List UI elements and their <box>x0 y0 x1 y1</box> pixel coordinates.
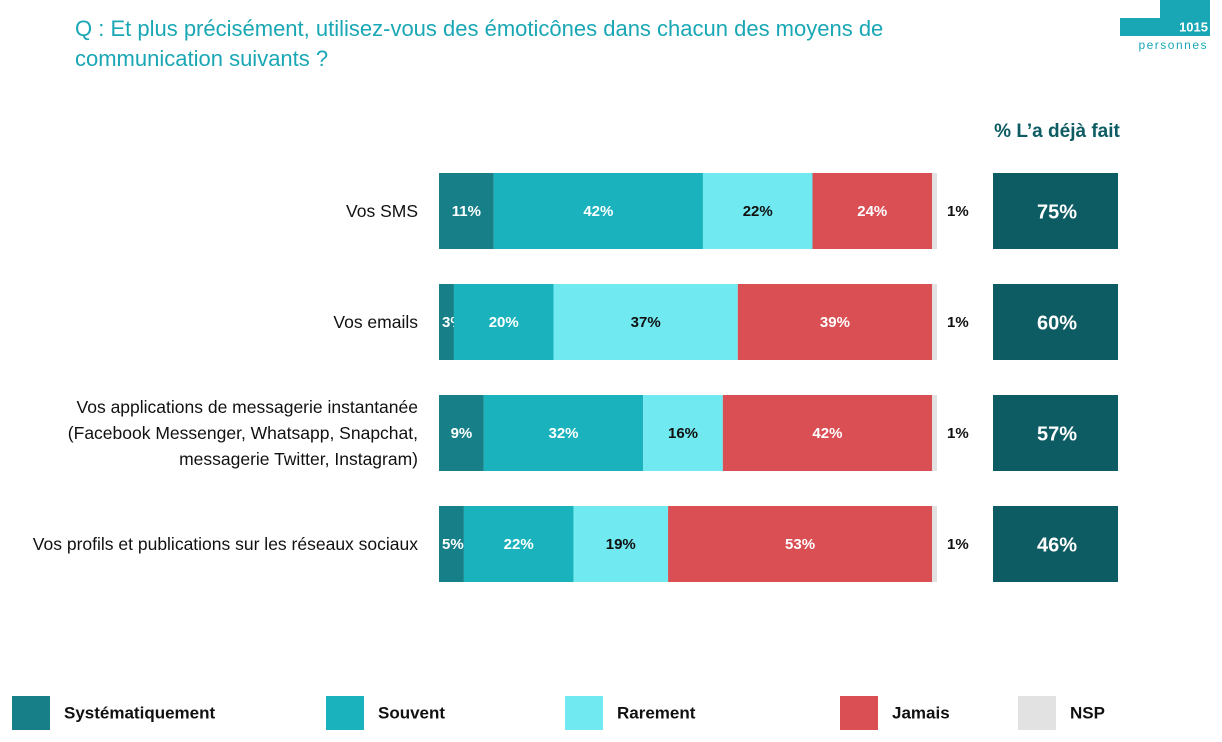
value-label: 42% <box>812 425 842 442</box>
legend-swatch <box>840 696 878 730</box>
value-label: 1% <box>947 425 969 442</box>
value-label: 37% <box>631 314 661 331</box>
value-label: 32% <box>548 425 578 442</box>
bar-segment <box>553 284 738 360</box>
bar-segment <box>722 395 933 471</box>
value-label: 11% <box>452 203 481 220</box>
bar-segment <box>573 506 669 582</box>
value-label: 16% <box>668 425 698 442</box>
side-title: % L’a déjà fait <box>994 121 1120 142</box>
legend-label: Rarement <box>617 703 696 722</box>
legend-swatch <box>565 696 603 730</box>
value-label: 53% <box>785 536 815 553</box>
category-label: Vos profils et publications sur les rése… <box>32 534 418 554</box>
legend-label: Systématiquement <box>64 703 215 722</box>
side-label: 57% <box>1037 423 1077 445</box>
side-box <box>993 173 1118 249</box>
bar-segment <box>643 395 723 471</box>
side-box <box>993 284 1118 360</box>
bar-segment <box>932 395 937 471</box>
bar-segment <box>439 506 464 582</box>
category-label: Vos SMS <box>346 201 418 221</box>
chart-title: Q : Et plus précisément, utilisez-vous d… <box>75 16 884 71</box>
side-label: 60% <box>1037 312 1077 334</box>
value-label: 20% <box>489 314 519 331</box>
value-label: 1% <box>947 314 969 331</box>
side-box <box>993 395 1118 471</box>
bar-segment <box>439 284 454 360</box>
bar-segment <box>463 506 574 582</box>
bar-segment <box>702 173 813 249</box>
bar-segment <box>439 395 484 471</box>
badge-unit: personnes <box>1138 38 1208 52</box>
bar-segment <box>483 395 644 471</box>
value-label: 9% <box>451 425 473 442</box>
value-label: 1% <box>947 536 969 553</box>
category-label: Vos emails <box>333 312 418 332</box>
bar-segment <box>932 506 937 582</box>
bar-segment <box>493 173 703 249</box>
value-label: 22% <box>743 203 773 220</box>
bar-segment <box>668 506 933 582</box>
value-label: 1% <box>947 203 969 220</box>
value-label: 19% <box>606 536 636 553</box>
bar-segment <box>932 284 937 360</box>
side-box <box>993 506 1118 582</box>
side-label: 46% <box>1037 534 1077 556</box>
legend-swatch <box>326 696 364 730</box>
bar-segment <box>453 284 554 360</box>
value-label: 42% <box>583 203 613 220</box>
category-label: Vos applications de messagerie instantan… <box>67 397 418 469</box>
bar-segment <box>932 173 937 249</box>
legend-label: NSP <box>1070 703 1105 722</box>
legend-label: Souvent <box>378 703 445 722</box>
legend-label: Jamais <box>892 703 950 722</box>
bar-segment <box>737 284 933 360</box>
badge-count: 1015 <box>1179 19 1208 34</box>
value-label: 22% <box>504 536 534 553</box>
logo-shape <box>1160 0 1210 18</box>
value-label: 24% <box>857 203 887 220</box>
value-label: 39% <box>820 314 850 331</box>
bar-segment <box>439 173 494 249</box>
value-label: 5% <box>442 536 464 553</box>
legend-swatch <box>1018 696 1056 730</box>
bar-segment <box>812 173 933 249</box>
legend-swatch <box>12 696 50 730</box>
logo-shape <box>1120 18 1210 36</box>
side-label: 75% <box>1037 201 1077 223</box>
